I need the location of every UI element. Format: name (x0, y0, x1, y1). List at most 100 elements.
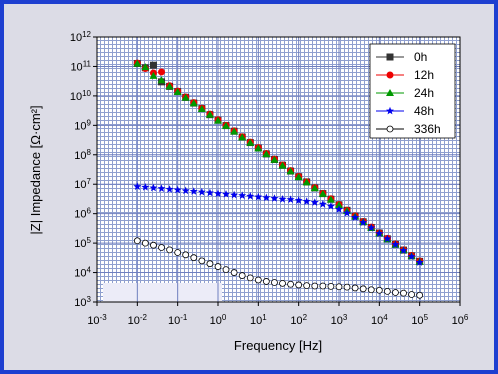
marker (386, 106, 394, 115)
marker (391, 240, 400, 248)
marker (407, 252, 416, 260)
legend-box (369, 43, 456, 139)
tick-text: -3 (100, 313, 108, 322)
tick-text: 3 (87, 295, 92, 304)
marker (182, 251, 190, 259)
tick-text: 10 (452, 315, 464, 327)
tick-text: 10 (128, 315, 140, 327)
tick-text: 10 (74, 179, 86, 191)
marker (181, 93, 190, 101)
tick-text: 0 (222, 313, 227, 322)
legend-label: 48h (414, 104, 434, 118)
marker (165, 185, 174, 193)
tick-text: 10 (70, 91, 82, 103)
legend-label: 0h (414, 50, 427, 64)
marker (386, 89, 394, 96)
marker (262, 150, 271, 158)
y-tick-label: 1010 (70, 88, 92, 103)
tick-text: 10 (74, 268, 86, 280)
marker (326, 201, 335, 210)
tick-text: 9 (87, 118, 92, 127)
tick-text: -1 (180, 313, 188, 322)
marker (230, 269, 238, 276)
marker (359, 285, 367, 293)
y-tick-label: 105 (74, 236, 91, 251)
marker (222, 189, 231, 198)
marker (386, 53, 394, 61)
marker (399, 246, 408, 254)
marker (197, 187, 206, 196)
y-tick-label: 108 (74, 147, 91, 162)
marker (318, 189, 327, 197)
legend-label: 12h (414, 68, 434, 82)
marker (133, 237, 141, 245)
tick-text: 10 (87, 315, 99, 327)
marker (254, 144, 263, 152)
marker (133, 182, 142, 190)
marker (149, 71, 158, 79)
marker (310, 184, 319, 192)
x-tick-label: 105 (411, 313, 428, 328)
x-tick-label: 102 (290, 313, 307, 328)
marker (295, 281, 303, 289)
marker (351, 213, 360, 221)
marker (238, 272, 246, 279)
y-tick-label: 1011 (70, 59, 91, 74)
marker (294, 173, 303, 181)
marker (173, 185, 182, 194)
tick-text: 6 (87, 206, 92, 215)
marker (319, 282, 327, 290)
marker (149, 61, 157, 69)
tick-text: 11 (83, 59, 92, 68)
tick-text: 10 (168, 315, 180, 327)
marker (415, 258, 424, 266)
y-tick-label: 106 (74, 206, 91, 221)
tick-text: 3 (343, 313, 348, 322)
marker (190, 254, 198, 262)
blank-patch (103, 283, 222, 302)
tick-text: 10 (74, 238, 86, 250)
tick-text: 10 (74, 150, 86, 162)
marker (335, 283, 343, 291)
marker (246, 138, 255, 146)
marker (262, 193, 271, 202)
marker (158, 68, 166, 76)
marker (165, 82, 174, 90)
marker (383, 234, 392, 243)
marker (279, 279, 286, 287)
x-axis-label: Frequency [Hz] (234, 338, 322, 353)
marker (222, 121, 231, 129)
x-tick-label: 100 (210, 313, 227, 328)
marker (278, 161, 287, 169)
marker (343, 208, 352, 217)
tick-text: 10 (411, 315, 423, 327)
marker (286, 195, 295, 204)
x-tick-label: 10-2 (128, 313, 148, 328)
marker (197, 104, 206, 112)
plot-border (96, 36, 461, 303)
tick-text: 10 (74, 120, 86, 132)
marker (205, 110, 214, 118)
marker (287, 280, 295, 288)
marker (392, 289, 399, 296)
marker (375, 286, 383, 294)
marker (343, 283, 351, 291)
marker (302, 197, 311, 205)
marker (149, 183, 158, 192)
marker (141, 239, 149, 247)
marker (254, 192, 263, 201)
marker (327, 282, 335, 290)
marker (238, 133, 247, 141)
marker (141, 63, 150, 71)
marker (294, 196, 303, 204)
tick-text: 10 (290, 315, 302, 327)
marker (408, 291, 416, 298)
marker (367, 286, 375, 294)
x-tick-label: 103 (331, 313, 348, 328)
tick-text: 10 (210, 315, 222, 327)
tick-text: 10 (70, 61, 82, 73)
tick-text: 6 (464, 313, 469, 322)
tick-text: 8 (87, 147, 92, 156)
marker (174, 249, 182, 256)
